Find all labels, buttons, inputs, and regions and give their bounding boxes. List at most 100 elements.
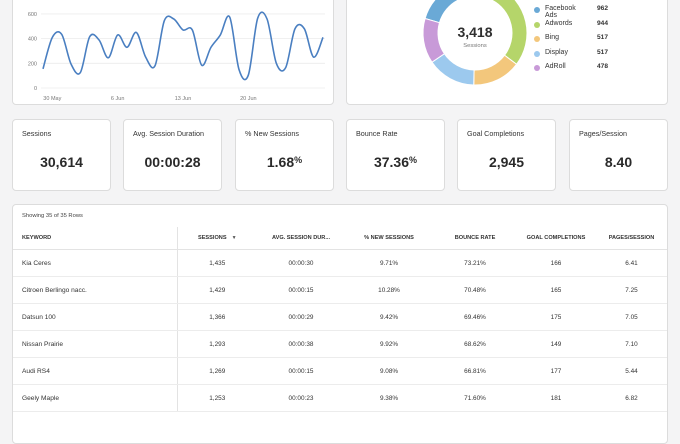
legend-dot-icon — [534, 50, 540, 57]
kpi-value: 1.68% — [236, 154, 333, 170]
cell-avg-duration: 00:00:30 — [257, 249, 345, 277]
legend-dot-icon — [534, 36, 540, 42]
cell-pages-per-session: 7.25 — [595, 276, 667, 304]
legend-dot-icon — [534, 7, 540, 13]
legend-value: 962 — [597, 5, 609, 12]
cell-avg-duration: 00:00:23 — [257, 384, 345, 412]
col-header-label: SESSIONS — [197, 235, 227, 241]
cell-sessions: 1,366 — [176, 303, 257, 331]
cell-new-sessions: 9.38% — [345, 384, 433, 412]
sessions-line-chart: 0 200 400 600 30 May 6 Jun 13 Jun 20 Jun — [28, 11, 325, 102]
donut-slice-bing[interactable] — [473, 54, 518, 86]
cell-new-sessions: 9.42% — [345, 303, 433, 331]
col-header-label: BOUNCE RATE — [454, 235, 496, 241]
cell-bounce-rate: 73.21% — [433, 249, 517, 277]
col-header-goal-completions[interactable]: GOAL COMPLETIONS — [517, 227, 595, 250]
y-tick-label: 200 — [28, 61, 37, 67]
col-header-pages-per-session[interactable]: PAGES/SESSION — [595, 227, 667, 250]
table-row[interactable]: Kia Ceres 1,435 00:00:30 9.71% 73.21% 16… — [13, 249, 667, 277]
legend-label: Bing — [545, 34, 560, 41]
cell-keyword: Kia Ceres — [13, 249, 177, 277]
cell-avg-duration: 00:00:38 — [257, 330, 345, 358]
kpi-card-avg-session-duration: Avg. Session Duration 00:00:28 — [123, 119, 222, 191]
y-tick-label: 600 — [28, 12, 37, 18]
table-row[interactable]: Audi RS4 1,269 00:00:15 9.08% 66.81% 177… — [13, 357, 667, 385]
col-header-sessions[interactable]: SESSIONS ▼ — [176, 227, 257, 250]
sessions-donut-chart — [422, 0, 528, 86]
legend-dot-icon — [534, 21, 540, 28]
table-row[interactable]: Datsun 100 1,366 00:00:29 9.42% 69.46% 1… — [13, 303, 667, 331]
kpi-suffix: % — [409, 155, 418, 165]
sessions-donut-chart-card: 3,418 Sessions Facebook Ads 962 Adwords … — [346, 0, 668, 105]
cell-avg-duration: 00:00:15 — [257, 357, 345, 385]
cell-keyword: Geely Maple — [13, 384, 177, 412]
kpi-label: Goal Completions — [467, 129, 525, 138]
x-tick-label: 30 May — [43, 96, 61, 102]
col-header-label: AVG. SESSION DUR... — [271, 235, 331, 241]
kpi-card-goal-completions: Goal Completions 2,945 — [457, 119, 556, 191]
kpi-value: 00:00:28 — [124, 154, 221, 170]
cell-goal-completions: 165 — [517, 276, 595, 304]
kpi-number: 1.68 — [266, 154, 295, 170]
donut-center-label: Sessions — [463, 43, 487, 49]
cell-goal-completions: 175 — [517, 303, 595, 331]
legend-dot-icon — [534, 65, 540, 71]
cell-pages-per-session: 7.05 — [595, 303, 667, 331]
sessions-series-line — [42, 11, 324, 81]
table-row[interactable]: Geely Maple 1,253 00:00:23 9.38% 71.60% … — [13, 384, 667, 412]
cell-bounce-rate: 69.46% — [433, 303, 517, 331]
table-row[interactable]: Nissan Prairie 1,293 00:00:38 9.92% 68.6… — [13, 330, 667, 358]
col-header-label: KEYWORD — [22, 235, 52, 241]
donut-slice-adroll[interactable] — [422, 17, 446, 63]
cell-new-sessions: 9.92% — [345, 330, 433, 358]
cell-bounce-rate: 71.60% — [433, 384, 517, 412]
col-header-bounce-rate[interactable]: BOUNCE RATE — [433, 227, 517, 250]
cell-goal-completions: 181 — [517, 384, 595, 412]
legend-label: Adwords — [545, 19, 573, 27]
kpi-label: % New Sessions — [245, 129, 299, 138]
col-header-avg-session-duration[interactable]: AVG. SESSION DUR... — [257, 227, 345, 250]
legend-value: 478 — [597, 63, 609, 70]
cell-goal-completions: 177 — [517, 357, 595, 385]
cell-new-sessions: 10.28% — [345, 276, 433, 304]
kpi-value: 2,945 — [458, 154, 555, 170]
cell-pages-per-session: 5.44 — [595, 357, 667, 385]
table-row[interactable]: Citroen Berlingo nacc. 1,429 00:00:15 10… — [13, 276, 667, 304]
cell-bounce-rate: 66.81% — [433, 357, 517, 385]
legend-label: AdRoll — [545, 63, 566, 70]
donut-slice-facebook-ads[interactable] — [424, 0, 499, 24]
kpi-label: Sessions — [22, 129, 52, 138]
table-header-row: KEYWORD SESSIONS ▼ AVG. SESSION DUR... % … — [13, 227, 667, 250]
cell-bounce-rate: 70.48% — [433, 276, 517, 304]
y-tick-label: 400 — [28, 37, 37, 43]
kpi-value: 8.40 — [570, 154, 667, 170]
col-header-label: PAGES/SESSION — [608, 235, 655, 241]
cell-sessions: 1,269 — [176, 357, 257, 385]
kpi-suffix: % — [294, 155, 303, 165]
cell-new-sessions: 9.71% — [345, 249, 433, 277]
cell-goal-completions: 149 — [517, 330, 595, 358]
donut-center-value: 3,418 — [457, 24, 493, 40]
kpi-label: Bounce Rate — [356, 129, 398, 138]
kpi-card-new-sessions: % New Sessions 1.68% — [235, 119, 334, 191]
col-header-new-sessions[interactable]: % NEW SESSIONS — [345, 227, 433, 250]
keyword-table-card: Showing 35 of 35 Rows KEYWORD SESSIONS ▼ … — [12, 204, 668, 444]
kpi-label: Avg. Session Duration — [133, 129, 204, 138]
cell-pages-per-session: 7.10 — [595, 330, 667, 358]
legend-value: 944 — [597, 19, 609, 27]
cell-sessions: 1,435 — [176, 249, 257, 277]
kpi-number: 8.40 — [604, 154, 633, 170]
cell-pages-per-session: 6.82 — [595, 384, 667, 412]
cell-goal-completions: 166 — [517, 249, 595, 277]
kpi-value: 30,614 — [13, 154, 110, 170]
cell-new-sessions: 9.08% — [345, 357, 433, 385]
kpi-number: 30,614 — [40, 154, 83, 170]
kpi-card-pages-per-session: Pages/Session 8.40 — [569, 119, 668, 191]
kpi-card-bounce-rate: Bounce Rate 37.36% — [346, 119, 445, 191]
col-header-keyword[interactable]: KEYWORD — [13, 227, 177, 250]
kpi-value: 37.36% — [347, 154, 444, 170]
col-header-label: % NEW SESSIONS — [364, 235, 414, 241]
cell-sessions: 1,429 — [176, 276, 257, 304]
cell-pages-per-session: 6.41 — [595, 249, 667, 277]
x-tick-label: 6 Jun — [111, 96, 124, 102]
